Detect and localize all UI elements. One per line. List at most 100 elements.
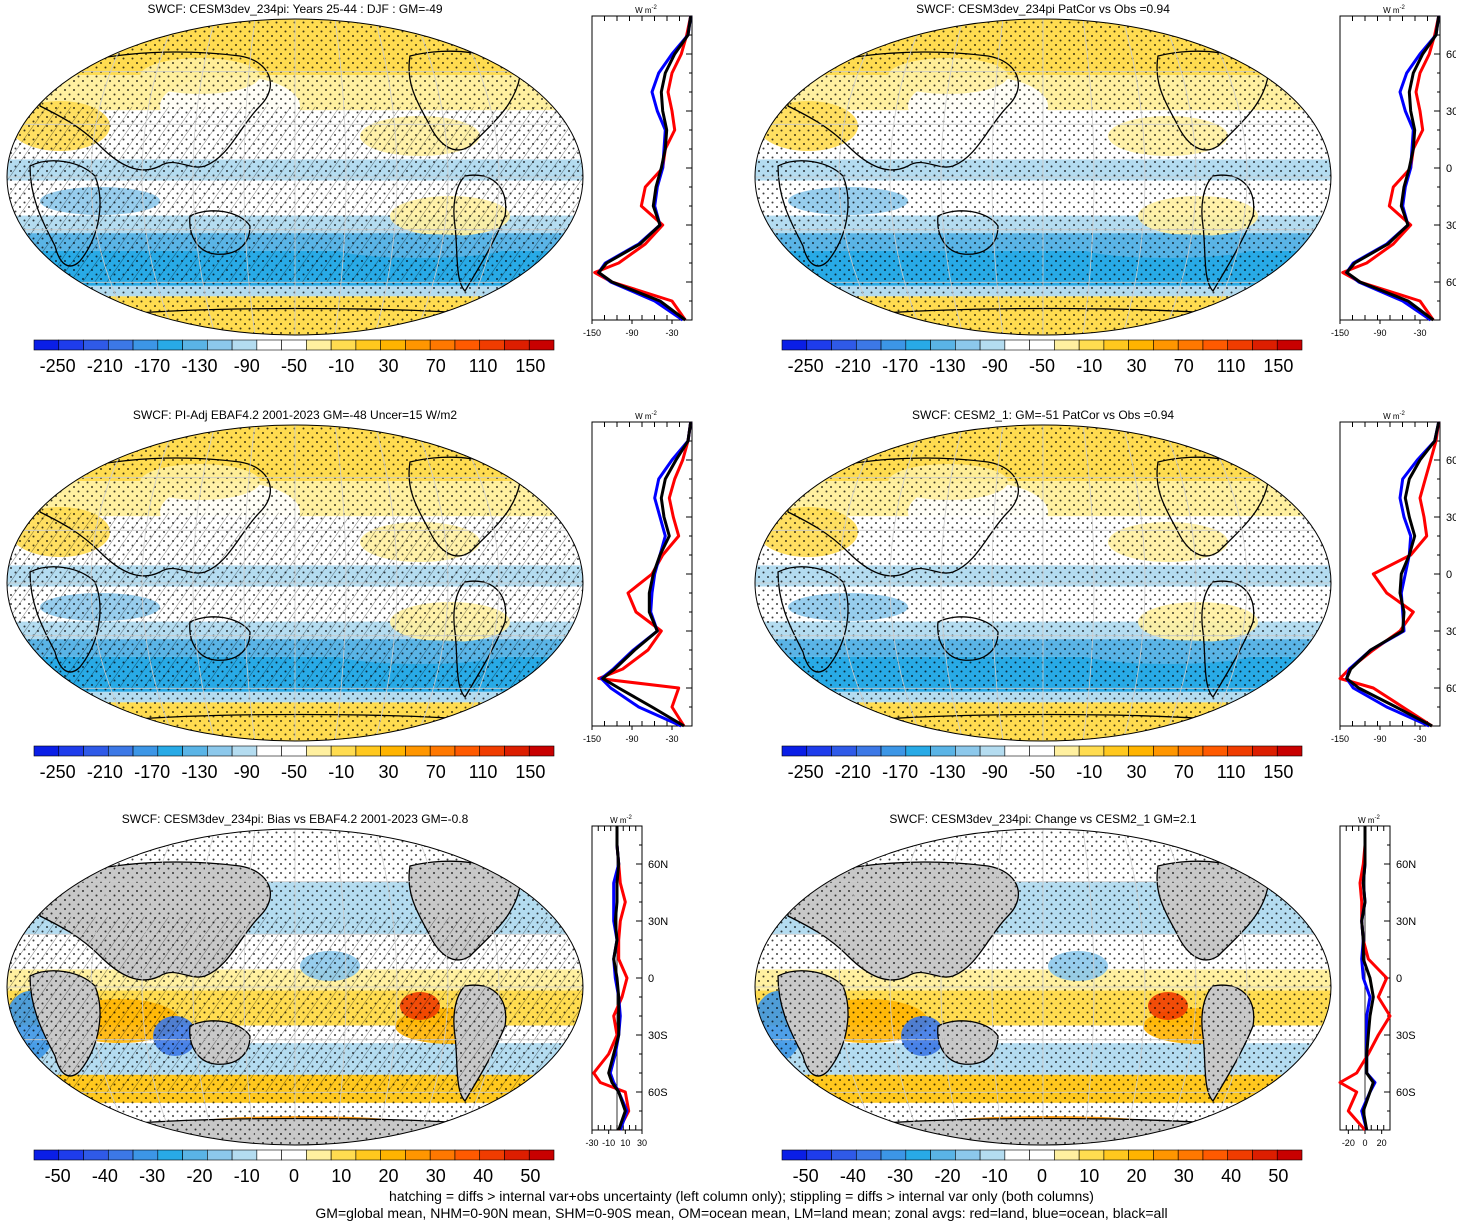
colorbar-swatch bbox=[380, 745, 406, 757]
zonal-average-plot: W m-2 -30 -10 10 30 60N 30N 0 30S 60S bbox=[585, 815, 668, 1148]
colorbar-tick-label: -170 bbox=[134, 356, 170, 376]
colorbar-tick-label: -40 bbox=[92, 1166, 118, 1186]
colorbar-swatch bbox=[429, 1149, 456, 1161]
zonal-series-all bbox=[1345, 421, 1441, 728]
colorbar-swatch bbox=[83, 745, 109, 757]
zonal-lat-label: 30S bbox=[1446, 220, 1456, 232]
colorbar-tick-label: 30 bbox=[379, 762, 399, 782]
colorbar-swatch bbox=[1128, 1149, 1154, 1161]
colorbar-tick-label: -10 bbox=[1076, 762, 1102, 782]
colorbar-swatch bbox=[1276, 745, 1303, 757]
zonal-lat-label: 30N bbox=[648, 916, 668, 928]
colorbar-tick-label: -250 bbox=[40, 356, 76, 376]
zonal-lat-label: 30S bbox=[1396, 1030, 1416, 1042]
colorbar-swatch bbox=[1078, 745, 1105, 757]
colorbar-swatch bbox=[1054, 339, 1080, 351]
zonal-x-tick-label: -150 bbox=[1331, 734, 1349, 744]
panel-title: SWCF: CESM3dev_234pi: Years 25-44 : DJF … bbox=[147, 2, 443, 16]
colorbar-tick-label: -50 bbox=[281, 762, 307, 782]
colorbar-swatch bbox=[58, 1149, 84, 1161]
colorbar-tick-label: -30 bbox=[887, 1166, 913, 1186]
colorbar-swatch bbox=[281, 745, 307, 757]
panel-cesm2: SWCF: CESM2_1: GM=-51 PatCor vs Obs =0.9… bbox=[748, 406, 1468, 806]
panel-bias: SWCF: CESM3dev_234pi: Bias vs EBAF4.2 20… bbox=[0, 810, 720, 1210]
zonal-lat-label: 0 bbox=[1396, 973, 1402, 985]
colorbar-swatch bbox=[157, 1149, 183, 1161]
colorbar-swatch bbox=[1276, 339, 1303, 351]
panel-ebaf-obs: SWCF: PI-Adj EBAF4.2 2001-2023 GM=-48 Un… bbox=[0, 406, 720, 806]
colorbar-tick-label: -90 bbox=[234, 762, 260, 782]
colorbar-swatch bbox=[207, 745, 233, 757]
zonal-series-all bbox=[1360, 826, 1375, 1131]
colorbar-swatch bbox=[33, 339, 60, 351]
zonal-series-all bbox=[597, 15, 693, 322]
colorbar-swatch bbox=[1029, 1149, 1055, 1161]
colorbar-swatch bbox=[355, 1149, 381, 1161]
colorbar-swatch bbox=[781, 339, 808, 351]
colorbar-swatch bbox=[880, 339, 907, 351]
colorbar-swatch bbox=[979, 1149, 1006, 1161]
colorbar-tick-label: 50 bbox=[1268, 1166, 1288, 1186]
colorbar-swatch bbox=[955, 339, 981, 351]
colorbar-swatch bbox=[1054, 745, 1080, 757]
colorbar-tick-label: 50 bbox=[520, 1166, 540, 1186]
colorbar-swatch bbox=[231, 745, 258, 757]
zonal-x-tick-label: -150 bbox=[583, 734, 601, 744]
colorbar-swatch bbox=[1103, 1149, 1129, 1161]
colorbar-tick-label: 70 bbox=[1174, 356, 1194, 376]
colorbar-tick-label: 10 bbox=[331, 1166, 351, 1186]
colorbar-tick-label: 150 bbox=[515, 356, 545, 376]
zonal-lat-label: 30S bbox=[1446, 626, 1456, 638]
zonal-lat-label: 60N bbox=[648, 859, 668, 871]
zonal-lat-label: 0 bbox=[1446, 163, 1452, 175]
colorbar-swatch bbox=[107, 339, 134, 351]
colorbar-swatch bbox=[405, 745, 431, 757]
colorbar-swatch bbox=[355, 745, 381, 757]
map bbox=[6, 18, 584, 336]
zonal-x-tick-label: -150 bbox=[583, 328, 601, 338]
zonal-x-tick-label: -90 bbox=[625, 734, 638, 744]
colorbar-swatch bbox=[132, 1149, 159, 1161]
zonal-series-all bbox=[601, 421, 693, 728]
colorbar-swatch bbox=[330, 745, 357, 757]
colorbar-tick-label: 30 bbox=[426, 1166, 446, 1186]
zonal-series-all bbox=[1345, 15, 1441, 322]
zonal-x-tick-label: -30 bbox=[1413, 734, 1426, 744]
zonal-unit-label: W m-2 bbox=[1358, 815, 1380, 825]
zonal-x-tick-label: -20 bbox=[1342, 1138, 1355, 1148]
colorbar-swatch bbox=[930, 339, 956, 351]
colorbar-swatch bbox=[355, 339, 381, 351]
panel-title: SWCF: CESM3dev_234pi PatCor vs Obs =0.94 bbox=[916, 2, 1170, 16]
colorbar-swatch bbox=[231, 1149, 258, 1161]
colorbar-swatch bbox=[806, 745, 832, 757]
zonal-series-all bbox=[607, 826, 627, 1131]
colorbar-swatch bbox=[528, 1149, 555, 1161]
colorbar-swatch bbox=[157, 745, 183, 757]
colorbar-tick-label: -250 bbox=[788, 762, 824, 782]
colorbar-swatch bbox=[1177, 745, 1204, 757]
zonal-x-tick-label: -10 bbox=[602, 1138, 615, 1148]
colorbar: -250 -210 -170 -130 -90 -50 -10 30 70 110 150 bbox=[781, 339, 1303, 376]
footer-hatching-note: hatching = diffs > internal var+obs unce… bbox=[389, 1188, 1094, 1204]
colorbar-swatch bbox=[33, 1149, 60, 1161]
colorbar-swatch bbox=[1004, 745, 1030, 757]
colorbar-swatch bbox=[83, 1149, 109, 1161]
colorbar-swatch bbox=[979, 745, 1006, 757]
colorbar-swatch bbox=[107, 1149, 134, 1161]
colorbar-swatch bbox=[1202, 1149, 1229, 1161]
colorbar-swatch bbox=[1202, 339, 1229, 351]
zonal-x-tick-label: 20 bbox=[1377, 1138, 1387, 1148]
colorbar-tick-label: -50 bbox=[45, 1166, 71, 1186]
colorbar-swatch bbox=[405, 339, 431, 351]
colorbar-tick-label: -210 bbox=[835, 356, 871, 376]
colorbar-tick-label: -130 bbox=[929, 356, 965, 376]
colorbar-swatch bbox=[58, 745, 84, 757]
colorbar-tick-label: -20 bbox=[186, 1166, 212, 1186]
colorbar-swatch bbox=[1153, 745, 1179, 757]
colorbar-tick-label: -250 bbox=[788, 356, 824, 376]
zonal-series-land bbox=[1341, 15, 1441, 321]
colorbar-swatch bbox=[182, 745, 208, 757]
colorbar-tick-label: 150 bbox=[1263, 356, 1293, 376]
zonal-lat-label: 60N bbox=[1446, 49, 1456, 61]
